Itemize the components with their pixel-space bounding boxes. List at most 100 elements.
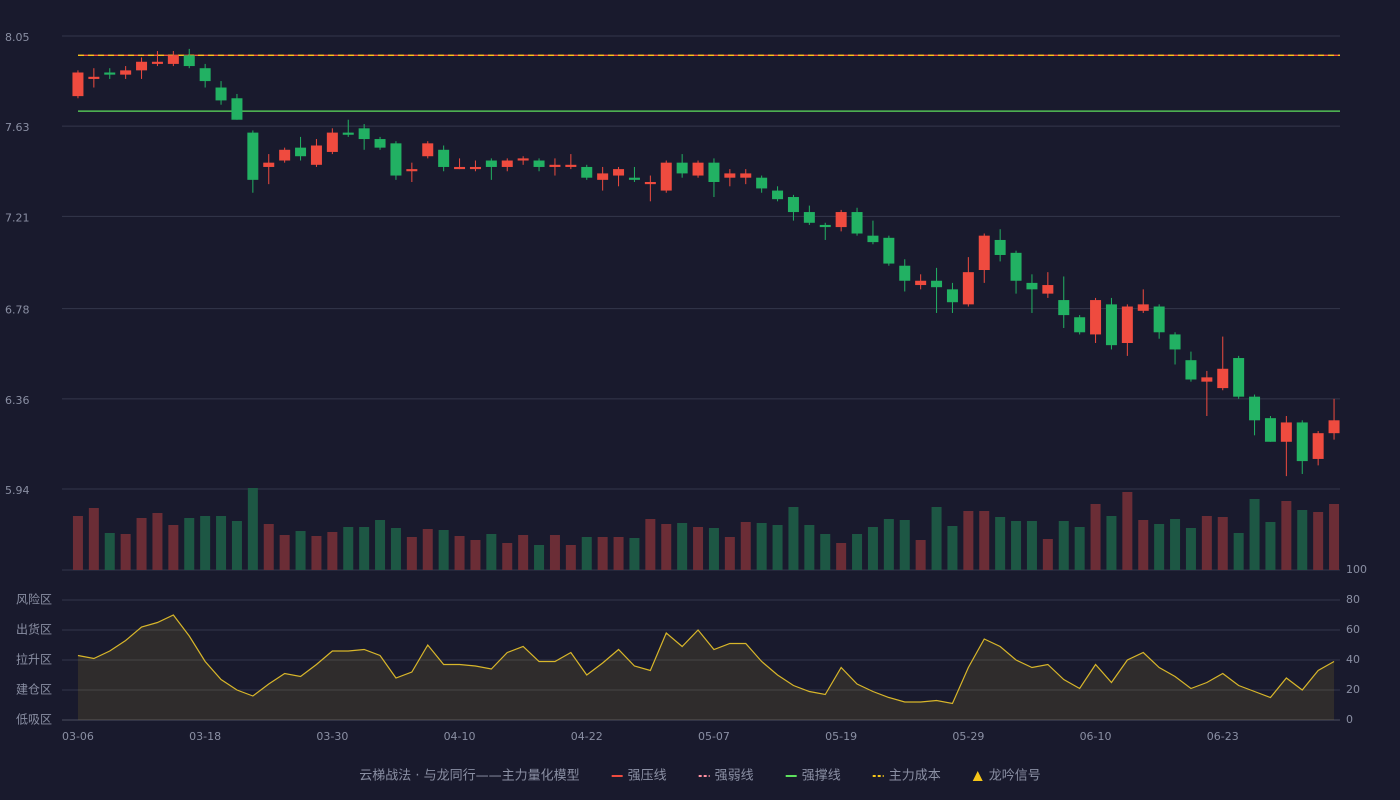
candle-body bbox=[263, 162, 275, 167]
y-tick-label: 7.63 bbox=[5, 121, 30, 134]
candle-body bbox=[469, 166, 481, 170]
candle-body bbox=[167, 55, 179, 64]
candle-body bbox=[485, 160, 497, 167]
candle-body bbox=[422, 143, 434, 157]
legend-label: 强压线 bbox=[628, 769, 667, 784]
volume-bar bbox=[1011, 521, 1022, 570]
volume-bar bbox=[422, 529, 433, 570]
candle-body bbox=[136, 61, 148, 71]
candle-body bbox=[787, 197, 799, 213]
candle-body bbox=[644, 181, 656, 185]
volume-bar bbox=[629, 538, 640, 570]
candle-body bbox=[1105, 304, 1117, 346]
candle-body bbox=[867, 235, 879, 243]
volume-bar bbox=[549, 535, 560, 570]
zone-label: 出货区 bbox=[16, 622, 52, 637]
candle-body bbox=[994, 239, 1006, 255]
volume-bar bbox=[581, 537, 592, 570]
candle-body bbox=[183, 55, 195, 67]
osc-tick-label: 20 bbox=[1346, 683, 1360, 696]
volume-bar bbox=[788, 507, 799, 570]
x-tick-label: 05-29 bbox=[952, 730, 984, 743]
osc-tick-label: 100 bbox=[1346, 563, 1367, 576]
volume-bar bbox=[1154, 524, 1165, 570]
volume-bar bbox=[279, 535, 290, 570]
legend-label: 强弱线 bbox=[715, 769, 754, 784]
volume-bar bbox=[1058, 521, 1069, 570]
volume-bar bbox=[390, 528, 401, 570]
volume-bar bbox=[1170, 519, 1181, 570]
x-tick-label: 05-19 bbox=[825, 730, 857, 743]
candle-body bbox=[1042, 285, 1054, 294]
volume-bar bbox=[1313, 512, 1324, 570]
candle-body bbox=[247, 132, 259, 180]
candle-body bbox=[946, 289, 958, 303]
volume-bar bbox=[470, 540, 481, 570]
zone-label: 风险区 bbox=[16, 592, 52, 607]
y-tick-label: 6.36 bbox=[5, 394, 30, 407]
candle-body bbox=[724, 173, 736, 178]
volume-bar bbox=[1026, 521, 1037, 570]
candle-body bbox=[676, 162, 688, 174]
volume-bar bbox=[454, 536, 465, 570]
candle-body bbox=[501, 160, 513, 167]
candle-body bbox=[342, 132, 354, 135]
zone-label: 低吸区 bbox=[16, 713, 52, 727]
volume-bar bbox=[104, 533, 115, 570]
candle-body bbox=[692, 162, 704, 176]
volume-bar bbox=[804, 525, 815, 570]
volume-bar bbox=[820, 534, 831, 570]
volume-bar bbox=[677, 523, 688, 570]
volume-bar bbox=[565, 545, 576, 570]
volume-bar bbox=[708, 528, 719, 570]
candle-body bbox=[1328, 420, 1340, 434]
volume-bar bbox=[88, 508, 99, 570]
volume-bar bbox=[899, 520, 910, 570]
volume-bar bbox=[1185, 528, 1196, 570]
candle-body bbox=[454, 166, 466, 170]
osc-line bbox=[77, 614, 1335, 705]
candle-body bbox=[565, 164, 577, 167]
volume-bar bbox=[375, 520, 386, 570]
volume-bar bbox=[947, 526, 958, 570]
candle-body bbox=[581, 166, 593, 178]
volume-bar bbox=[502, 543, 513, 570]
volume-bar bbox=[979, 511, 990, 570]
volume-bar bbox=[1281, 501, 1292, 570]
candle-body bbox=[1153, 306, 1165, 333]
volume-bar bbox=[1233, 533, 1244, 570]
candle-body bbox=[151, 61, 163, 64]
candle-body bbox=[1217, 368, 1229, 389]
volume-bar bbox=[852, 534, 863, 570]
candle-body bbox=[628, 177, 640, 180]
volume-bar bbox=[613, 537, 624, 570]
volume-bar bbox=[486, 534, 497, 570]
volume-bar bbox=[1042, 539, 1053, 570]
candle-body bbox=[1264, 418, 1276, 442]
volume-bar bbox=[406, 537, 417, 570]
candle-body bbox=[1249, 396, 1261, 421]
volume-bar bbox=[597, 537, 608, 570]
volume-bar bbox=[72, 516, 83, 570]
x-tick-label: 04-22 bbox=[571, 730, 603, 743]
candle-body bbox=[660, 162, 672, 191]
volume-bar bbox=[1201, 516, 1212, 570]
volume-bar bbox=[295, 531, 306, 570]
candle-body bbox=[597, 173, 609, 180]
candle-body bbox=[899, 265, 911, 281]
candle-body bbox=[1074, 317, 1086, 333]
candle-body bbox=[1169, 334, 1181, 350]
volume-bar bbox=[343, 527, 354, 570]
legend-title: 云梯战法 · 与龙同行——主力量化模型 bbox=[359, 769, 579, 784]
volume-bar bbox=[184, 518, 195, 570]
volume-bar bbox=[216, 516, 227, 570]
volume-bar bbox=[1297, 510, 1308, 570]
y-tick-label: 6.78 bbox=[5, 304, 30, 317]
candle-body bbox=[104, 72, 116, 75]
candle-body bbox=[120, 70, 132, 75]
candle-body bbox=[533, 160, 545, 167]
candle-body bbox=[962, 272, 974, 305]
volume-bar bbox=[1329, 504, 1340, 570]
candle-body bbox=[438, 149, 450, 167]
